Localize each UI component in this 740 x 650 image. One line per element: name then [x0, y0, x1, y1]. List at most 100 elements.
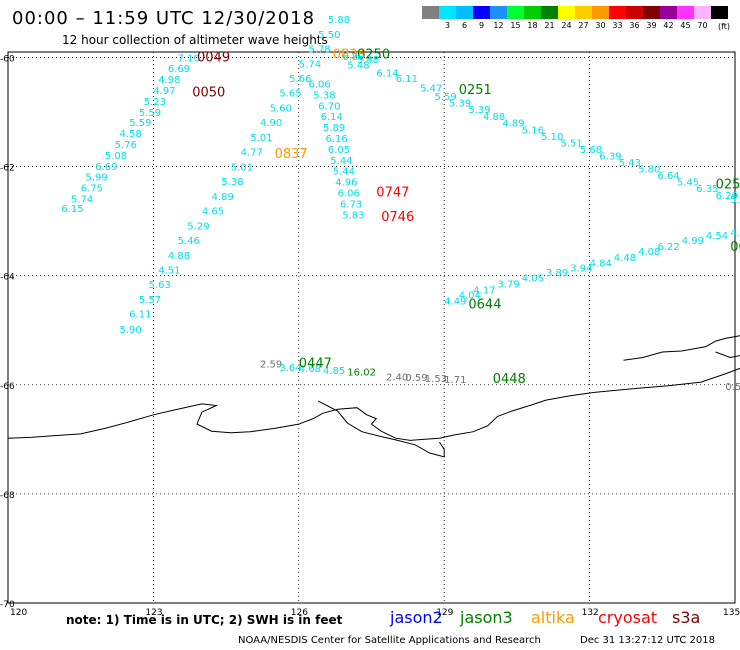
wave-height-label: 5.08	[105, 151, 127, 162]
colorbar-tick-label: 21	[544, 21, 555, 30]
wave-height-label: 6.16	[326, 134, 348, 145]
wave-height-label: 4.90	[260, 118, 282, 129]
wave-height-label: 2.40	[386, 372, 408, 383]
wave-height-label: 6.75	[81, 184, 103, 195]
latitude-tick-label: -62	[0, 164, 15, 174]
wave-height-label: 5.23	[144, 97, 166, 108]
wave-height-label: 5.51	[561, 138, 583, 149]
wave-height-label: 5.64	[730, 195, 740, 206]
coastline	[317, 400, 445, 458]
wave-height-label: 6.06	[338, 189, 360, 200]
latitude-tick-label: -66	[0, 382, 15, 392]
latitude-tick-label: -70	[0, 600, 15, 610]
latitude-tick-label: -68	[0, 491, 15, 501]
wave-height-label: 2.59	[260, 359, 282, 370]
pass-time-label: 0645	[730, 240, 740, 255]
pass-time-label: 0251	[459, 83, 492, 98]
wave-height-label: 5.59	[139, 108, 161, 119]
wave-height-label: 4.58	[120, 129, 142, 140]
colorbar-swatch	[439, 6, 456, 19]
wave-height-label: 6.14	[321, 112, 343, 123]
wave-height-label: 5.39	[468, 105, 490, 116]
wave-height-label: 5.74	[299, 59, 321, 70]
wave-height-label: 6.35	[696, 184, 718, 195]
wave-height-label: 5.83	[342, 210, 364, 221]
wave-height-label: 6.39	[599, 152, 621, 163]
wave-height-label: 4.84	[590, 258, 612, 269]
colorbar-tick-label: 27	[578, 21, 589, 30]
wave-height-label: 6.14	[376, 69, 398, 80]
wave-height-label: 1.53	[425, 374, 447, 385]
wave-height-label: 5.48	[347, 60, 369, 71]
wave-height-label: 6.69	[95, 162, 117, 173]
wave-height-label: 4.04	[459, 291, 481, 302]
wave-height-label: 3.94	[570, 263, 592, 274]
colorbar-swatch	[575, 6, 592, 19]
wave-height-label: 5.74	[71, 195, 93, 206]
wave-height-label: 4.48	[614, 253, 636, 264]
wave-height-label: 5.88	[328, 15, 350, 26]
longitude-tick-label: 123	[145, 608, 162, 618]
colorbar-tick-label: 45	[680, 21, 691, 30]
wave-height-label: 5.89	[323, 123, 345, 134]
colorbar-cell: 39	[643, 6, 660, 30]
legend-altika: altika	[531, 608, 575, 627]
legend-cryosat: cryosat	[598, 608, 658, 627]
longitude-tick-label: 120	[10, 608, 27, 618]
wave-height-label: 5.68	[580, 145, 602, 156]
wave-height-label: 6.69	[168, 64, 190, 75]
wave-height-label: 6.22	[658, 242, 680, 253]
wave-height-label: 6.70	[318, 101, 340, 112]
colorbar-cell: 42	[660, 6, 677, 30]
colorbar-tick-label: 36	[629, 21, 640, 30]
colorbar-swatch	[456, 6, 473, 19]
colorbar-cell: 30	[592, 6, 609, 30]
latitude-tick-label: -64	[0, 273, 15, 283]
map-title: 00:00 – 11:59 UTC 12/30/2018	[12, 8, 316, 29]
wave-height-label: 4.88	[168, 251, 190, 262]
colorbar-swatch	[660, 6, 677, 19]
longitude-tick-label: 132	[582, 608, 599, 618]
colorbar-swatch	[422, 6, 439, 19]
wave-height-label: 5.46	[178, 236, 200, 247]
colorbar-cell: 12	[490, 6, 507, 30]
pass-time-label: 0747	[376, 186, 409, 201]
colorbar-swatch	[541, 6, 558, 19]
colorbar-tick-label: 33	[612, 21, 623, 30]
colorbar-swatch	[592, 6, 609, 19]
pass-time-label: 0837	[275, 147, 308, 162]
wave-height-label: 3.89	[546, 268, 568, 279]
wave-height-label: 4.98	[158, 75, 180, 86]
map-subtitle: 12 hour collection of altimeter wave hei…	[62, 33, 328, 47]
colorbar-swatch	[609, 6, 626, 19]
wave-height-label: 0.59	[405, 373, 427, 384]
colorbar-tick-label: 30	[595, 21, 606, 30]
colorbar-tick-label: 39	[646, 21, 657, 30]
colorbar-swatch	[711, 6, 728, 19]
wave-height-colorbar: 3 6 9 12 15 18 21 24 27 30 33 36 39 42 45 70	[422, 6, 728, 30]
colorbar-swatch	[643, 6, 660, 19]
pass-time-label: 0746	[381, 210, 414, 225]
coastline	[7, 367, 740, 441]
wave-height-label: 5.29	[187, 221, 209, 232]
colorbar-swatch	[626, 6, 643, 19]
wave-height-label: 4.54	[706, 231, 728, 242]
colorbar-swatch	[507, 6, 524, 19]
colorbar-tick-label: 3	[444, 21, 451, 30]
legend-jason2: jason2	[390, 608, 443, 627]
colorbar-cell: 3	[439, 6, 456, 30]
wave-height-label: 5.90	[120, 325, 142, 336]
colorbar-cell: 21	[541, 6, 558, 30]
wave-height-label: 6.06	[309, 80, 331, 91]
wave-height-label: 5.50	[318, 30, 340, 41]
colorbar-cell: 45	[677, 6, 694, 30]
colorbar-cell: 15	[507, 6, 524, 30]
wave-height-label: 4.05	[522, 274, 544, 285]
wave-height-label: 5.10	[541, 132, 563, 143]
wave-height-label: 5.01	[231, 162, 253, 173]
colorbar-cell: 70	[694, 6, 711, 30]
wave-height-label: 5.38	[221, 177, 243, 188]
coastline	[715, 351, 740, 359]
colorbar-swatch	[677, 6, 694, 19]
